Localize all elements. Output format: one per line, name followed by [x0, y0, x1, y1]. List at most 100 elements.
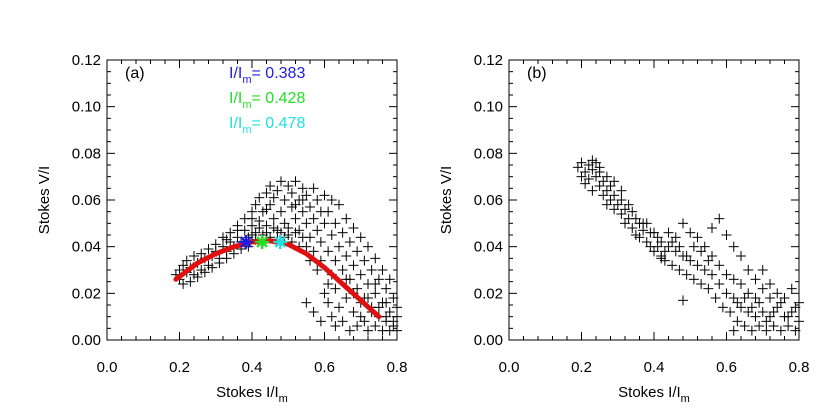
scatter-point — [627, 206, 638, 217]
x-tick-label: 0.2 — [169, 359, 190, 376]
scatter-point — [761, 325, 772, 336]
scatter-point — [363, 293, 373, 303]
scatter-point — [308, 307, 319, 317]
x-axis-title: Stokes I/Im — [216, 384, 288, 405]
scatter-point — [743, 265, 754, 275]
scatter-point — [319, 218, 330, 229]
scatter-point — [330, 255, 341, 266]
scatter-point — [185, 276, 196, 287]
y-tick-label: 0.04 — [72, 239, 101, 256]
scatter-point — [710, 293, 721, 303]
y-tick-label: 0.04 — [474, 239, 503, 256]
scatter-point — [688, 241, 699, 252]
scatter-point — [707, 223, 717, 233]
scatter-point — [323, 246, 334, 257]
scatter-point — [254, 223, 265, 233]
scatter-point — [381, 297, 392, 308]
scatter-point — [221, 253, 232, 264]
scatter-point — [352, 321, 363, 331]
scatter-point — [319, 190, 330, 201]
scatter-point — [757, 283, 768, 294]
scatter-point — [359, 255, 370, 266]
scatter-point — [315, 316, 326, 327]
scatter-point — [286, 188, 297, 198]
y-tick-label: 0.02 — [474, 285, 503, 302]
scatter-point — [775, 325, 786, 336]
scatter-point — [261, 188, 272, 198]
scatter-point — [373, 302, 384, 313]
scatter-point — [580, 167, 591, 177]
scatter-point — [370, 253, 381, 264]
scatter-point — [370, 288, 381, 299]
scatter-point — [739, 293, 750, 303]
scatter-point — [323, 279, 334, 289]
scatter-point — [576, 157, 587, 168]
scatter-point — [703, 255, 714, 266]
scatter-point — [214, 258, 225, 268]
scatter-point — [638, 218, 649, 229]
scatter-point — [674, 241, 685, 252]
scatter-point — [199, 267, 210, 278]
scatter-point — [678, 295, 688, 306]
scatter-point — [761, 316, 772, 327]
scatter-point — [757, 307, 768, 317]
scatter-point — [363, 241, 373, 252]
scatter-point — [728, 325, 739, 336]
scatter-point — [652, 241, 663, 252]
scatter-point — [334, 199, 344, 210]
scatter-point — [261, 204, 272, 215]
scatter-point — [765, 279, 775, 289]
scatter-point — [381, 311, 392, 322]
scatter-series — [170, 176, 402, 336]
x-tick-label: 0.4 — [242, 359, 263, 376]
scatter-point — [601, 171, 612, 182]
y-tick-label: 0.08 — [72, 145, 101, 162]
y-axis-title: Stokes V/I — [36, 166, 53, 234]
scatter-point — [308, 246, 319, 257]
scatter-point — [225, 227, 236, 238]
highlight-marker — [255, 235, 270, 249]
scatter-point — [308, 213, 319, 224]
scatter-point — [609, 176, 620, 187]
scatter-point — [790, 302, 801, 313]
scatter-point — [627, 223, 638, 233]
scatter-point — [232, 225, 243, 236]
x-tick-label: 0.4 — [644, 359, 665, 376]
scatter-point — [268, 192, 279, 203]
scatter-point — [685, 227, 696, 238]
scatter-point — [616, 195, 627, 205]
scatter-point — [363, 325, 373, 336]
panel-b: 0.0 0.2 0.4 0.6 0.8 0.00 0.02 0.04 0.06 0.08 0.10 0… — [438, 52, 809, 405]
scatter-point — [308, 183, 319, 194]
scatter-point — [786, 283, 797, 294]
scatter-point — [330, 283, 341, 294]
scatter-point — [750, 311, 761, 322]
scatter-point — [344, 325, 355, 336]
scatter-point — [283, 181, 294, 191]
scatter-point — [728, 274, 739, 285]
scatter-point — [377, 265, 388, 275]
scatter-point — [323, 206, 334, 217]
scatter-point — [746, 325, 757, 336]
scatter-point — [228, 248, 239, 259]
scatter-point — [297, 232, 308, 243]
scatter-point — [276, 206, 286, 217]
annotation-label: I/Im= 0.383 — [229, 65, 305, 86]
scatter-point — [392, 325, 402, 336]
scatter-point — [714, 260, 725, 271]
scatter-point — [616, 185, 627, 196]
scatter-point — [775, 297, 786, 308]
scatter-point — [790, 325, 801, 336]
y-tick-label: 0.10 — [72, 99, 101, 116]
scatter-point — [312, 265, 323, 275]
scatter-point — [221, 234, 232, 245]
scatter-point — [732, 297, 743, 308]
y-tick-label: 0.06 — [72, 192, 101, 209]
scatter-point — [268, 213, 279, 224]
scatter-point — [721, 230, 732, 240]
scatter-point — [692, 232, 703, 243]
x-tick-label: 0.6 — [716, 359, 737, 376]
scatter-point — [696, 246, 707, 257]
panel-label: (a) — [125, 65, 145, 82]
y-axis-title: Stokes V/I — [438, 166, 455, 234]
